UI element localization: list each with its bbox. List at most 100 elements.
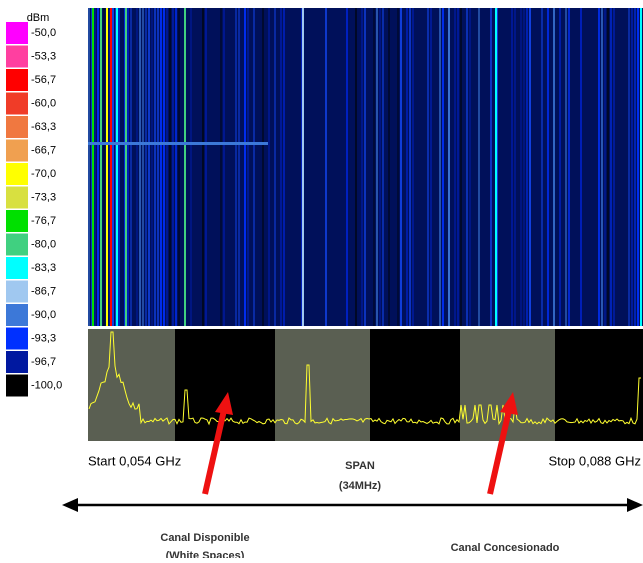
waterfall-column [238,8,240,326]
waterfall-line [640,8,642,326]
waterfall-column [469,8,471,326]
waterfall-column [175,8,177,326]
annotation: Canal Disponible [160,532,249,544]
waterfall-band [88,142,268,145]
waterfall-column [172,8,174,326]
waterfall-column [460,8,462,326]
legend-label: -53,3 [31,50,56,62]
color-legend: -50,0 -53,3 -56,7 -60,0 -63,3 -66,7 -70,0 -73,3… [6,22,62,397]
waterfall-column [400,8,402,326]
waterfall-column [373,8,375,326]
waterfall-column [235,8,237,326]
legend-label: -66,7 [31,144,56,156]
waterfall-column [247,8,249,326]
waterfall-column [364,8,366,326]
waterfall-column [97,8,99,326]
legend-swatch [6,304,28,326]
waterfall-column [154,8,156,326]
waterfall-column [127,8,129,326]
waterfall-column [178,8,180,326]
legend-unit: dBm [27,12,50,24]
legend-label: -96,7 [31,356,56,368]
legend-swatch [6,45,28,68]
pointer-arrow [202,409,227,495]
waterfall-column [160,8,162,326]
legend-swatch [6,139,28,162]
waterfall-column [157,8,159,326]
waterfall-column [568,8,570,326]
waterfall-column [478,8,480,326]
waterfall-line [302,8,304,326]
waterfall-column [466,8,468,326]
waterfall-column [490,8,492,326]
legend-label: -76,7 [31,215,56,227]
waterfall-column [559,8,561,326]
start-label: Start 0,054 GHz [88,453,181,468]
arrow-head [500,392,518,415]
waterfall-column [376,8,378,326]
divider [88,326,643,329]
legend-label: -90,0 [31,309,56,321]
waterfall-column [205,8,207,326]
waterfall-line [92,8,94,326]
waterfall-column [253,8,255,326]
waterfall-line [110,8,112,326]
waterfall-column [631,8,633,326]
waterfall-column [412,8,414,326]
waterfall-column [547,8,549,326]
waterfall-column [610,8,612,326]
waterfall-column [634,8,636,326]
waterfall-column [166,8,168,326]
waterfall-column [541,8,543,326]
arrow-head [215,392,233,415]
waterfall-column [244,8,246,326]
waterfall-column [511,8,513,326]
waterfall-column [169,8,171,326]
waterfall-column [388,8,390,326]
waterfall-column [136,8,138,326]
legend-swatch [6,351,28,373]
waterfall-column [94,8,96,326]
waterfall-column [601,8,603,326]
waterfall-column [130,8,132,326]
waterfall-column [88,8,90,326]
legend-swatch [6,116,28,138]
waterfall-column [604,8,606,326]
waterfall-column [514,8,516,326]
waterfall-column [163,8,165,326]
legend-swatch [6,233,28,256]
waterfall-column [427,8,429,326]
waterfall-column [283,8,285,326]
waterfall-line [100,8,102,326]
waterfall-column [613,8,615,326]
legend-swatch [6,374,28,397]
waterfall-column [442,8,444,326]
waterfall-column [202,8,204,326]
legend-label: -63,3 [31,121,56,133]
waterfall-line [125,8,127,326]
waterfall-column [430,8,432,326]
waterfall-column [580,8,582,326]
waterfall-column [439,8,441,326]
arrow-head [627,498,643,512]
spectrum-trace [88,331,641,426]
legend-label: -100,0 [31,379,62,391]
waterfall-column [118,8,120,326]
legend-swatch [6,69,28,91]
waterfall-column [112,8,114,326]
waterfall-column [382,8,384,326]
legend-label: -60,0 [31,97,56,109]
waterfall-column [520,8,522,326]
stop-label: Stop 0,088 GHz [549,453,642,468]
legend-swatch [6,186,28,209]
legend-label: -56,7 [31,74,56,86]
waterfall-column [565,8,567,326]
legend-label: -86,7 [31,285,56,297]
legend-swatch [6,92,28,115]
highlight-box [275,329,370,441]
waterfall-column [526,8,528,326]
pointer-arrow [487,409,512,495]
waterfall-column [139,8,141,326]
waterfall-column [628,8,630,326]
